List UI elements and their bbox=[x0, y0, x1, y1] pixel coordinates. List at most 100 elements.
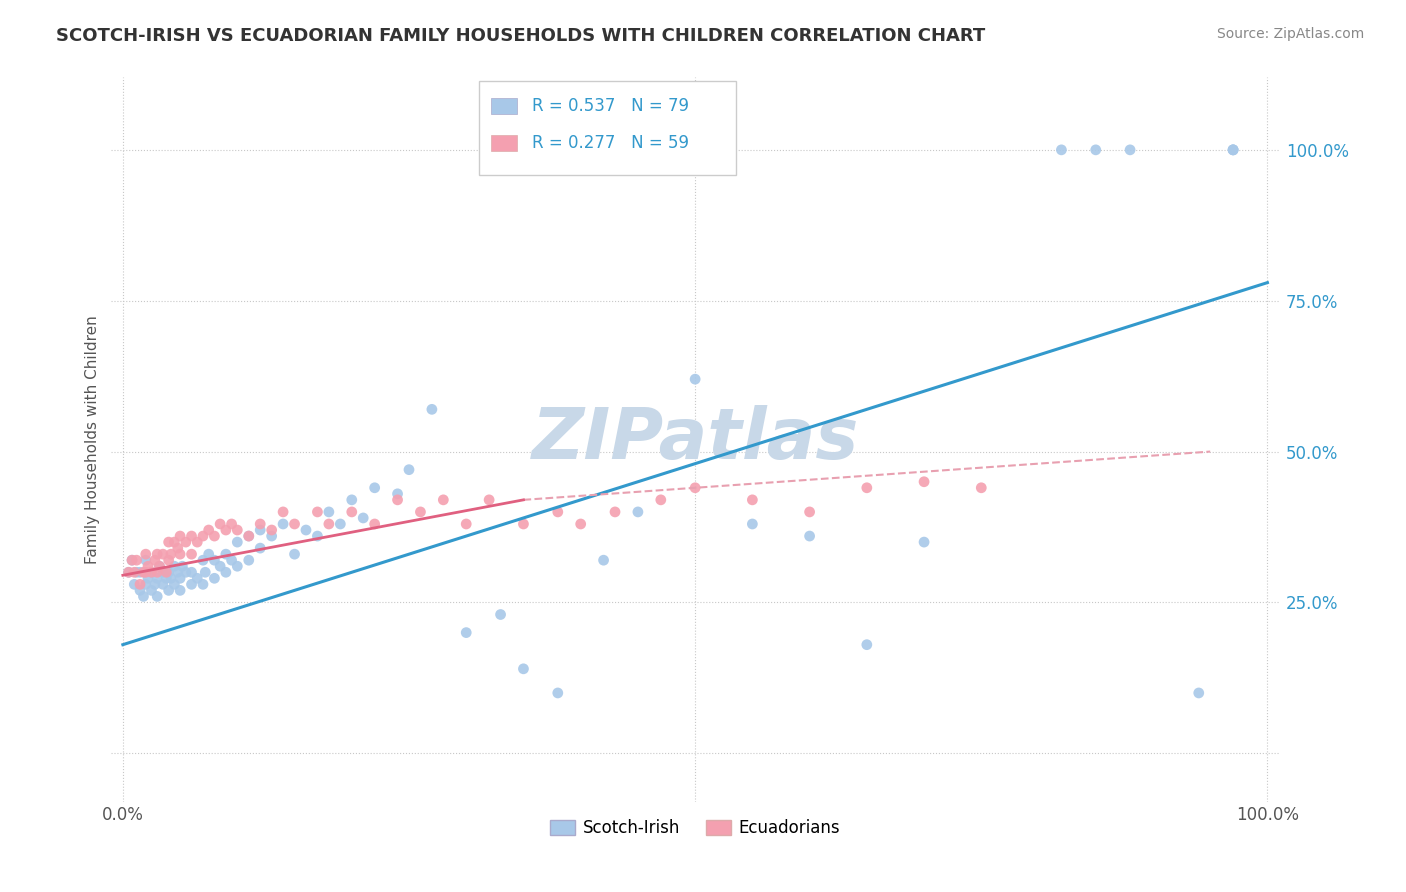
Text: Source: ZipAtlas.com: Source: ZipAtlas.com bbox=[1216, 27, 1364, 41]
Point bbox=[169, 547, 191, 561]
Text: R = 0.537   N = 79: R = 0.537 N = 79 bbox=[531, 97, 689, 115]
Point bbox=[456, 516, 478, 531]
Point bbox=[135, 566, 157, 580]
Point bbox=[340, 492, 363, 507]
Point bbox=[226, 535, 249, 549]
Point bbox=[489, 607, 512, 622]
Point bbox=[155, 571, 177, 585]
Point bbox=[912, 535, 935, 549]
Point bbox=[340, 505, 363, 519]
Point bbox=[148, 559, 170, 574]
Point bbox=[157, 553, 180, 567]
FancyBboxPatch shape bbox=[479, 81, 735, 175]
FancyBboxPatch shape bbox=[491, 135, 516, 151]
Point bbox=[146, 590, 169, 604]
Point bbox=[152, 547, 174, 561]
Point bbox=[135, 547, 157, 561]
Point bbox=[420, 402, 443, 417]
FancyBboxPatch shape bbox=[491, 98, 516, 114]
Point bbox=[307, 529, 329, 543]
Point bbox=[683, 372, 706, 386]
Point bbox=[143, 553, 166, 567]
Point bbox=[174, 535, 197, 549]
Point bbox=[283, 547, 305, 561]
Point bbox=[197, 547, 219, 561]
Point bbox=[204, 529, 226, 543]
Point bbox=[169, 529, 191, 543]
Point bbox=[226, 559, 249, 574]
Point bbox=[146, 566, 169, 580]
Point bbox=[160, 547, 183, 561]
Y-axis label: Family Households with Children: Family Households with Children bbox=[86, 315, 100, 564]
Point bbox=[169, 583, 191, 598]
Point bbox=[136, 559, 159, 574]
Point bbox=[271, 516, 294, 531]
Point bbox=[215, 566, 238, 580]
Point bbox=[135, 577, 157, 591]
Point bbox=[307, 505, 329, 519]
Point bbox=[180, 529, 202, 543]
Point bbox=[215, 523, 238, 537]
Point bbox=[547, 686, 569, 700]
Point bbox=[799, 505, 821, 519]
Point bbox=[283, 516, 305, 531]
Point bbox=[741, 492, 763, 507]
Point bbox=[117, 566, 139, 580]
Point bbox=[221, 516, 243, 531]
Point bbox=[166, 541, 188, 555]
Point bbox=[204, 571, 226, 585]
Point bbox=[125, 566, 148, 580]
Point bbox=[129, 583, 152, 598]
Point bbox=[249, 516, 271, 531]
Point bbox=[121, 553, 143, 567]
Point bbox=[157, 535, 180, 549]
Point bbox=[363, 481, 385, 495]
Point bbox=[547, 505, 569, 519]
Point bbox=[478, 492, 501, 507]
Point bbox=[456, 625, 478, 640]
Point bbox=[1188, 686, 1211, 700]
Point bbox=[295, 523, 318, 537]
Point bbox=[174, 566, 197, 580]
Point bbox=[318, 516, 340, 531]
Text: SCOTCH-IRISH VS ECUADORIAN FAMILY HOUSEHOLDS WITH CHILDREN CORRELATION CHART: SCOTCH-IRISH VS ECUADORIAN FAMILY HOUSEH… bbox=[56, 27, 986, 45]
Point bbox=[650, 492, 672, 507]
Point bbox=[912, 475, 935, 489]
Point bbox=[238, 553, 260, 567]
Point bbox=[169, 571, 191, 585]
Point bbox=[132, 590, 155, 604]
Text: ZIPatlas: ZIPatlas bbox=[531, 405, 859, 474]
Point bbox=[260, 523, 283, 537]
Point bbox=[180, 566, 202, 580]
Point bbox=[363, 516, 385, 531]
Point bbox=[409, 505, 432, 519]
Point bbox=[387, 492, 409, 507]
Point bbox=[1222, 143, 1244, 157]
Point bbox=[191, 529, 214, 543]
Point bbox=[238, 529, 260, 543]
Point bbox=[152, 577, 174, 591]
Point bbox=[398, 463, 420, 477]
Point bbox=[249, 541, 271, 555]
Point bbox=[146, 547, 169, 561]
Point bbox=[129, 577, 152, 591]
Point bbox=[141, 583, 163, 598]
Point bbox=[163, 559, 186, 574]
Point bbox=[1084, 143, 1107, 157]
Point bbox=[209, 516, 232, 531]
Point bbox=[741, 516, 763, 531]
Point bbox=[146, 571, 169, 585]
Point bbox=[141, 566, 163, 580]
Point bbox=[856, 638, 879, 652]
Point bbox=[117, 566, 139, 580]
Point bbox=[163, 535, 186, 549]
Text: R = 0.277   N = 59: R = 0.277 N = 59 bbox=[531, 134, 689, 152]
Point bbox=[627, 505, 650, 519]
Point bbox=[970, 481, 993, 495]
Point bbox=[141, 566, 163, 580]
Point bbox=[172, 559, 194, 574]
Point bbox=[191, 577, 214, 591]
Point bbox=[1222, 143, 1244, 157]
Legend: Scotch-Irish, Ecuadorians: Scotch-Irish, Ecuadorians bbox=[543, 813, 848, 844]
Point bbox=[186, 535, 208, 549]
